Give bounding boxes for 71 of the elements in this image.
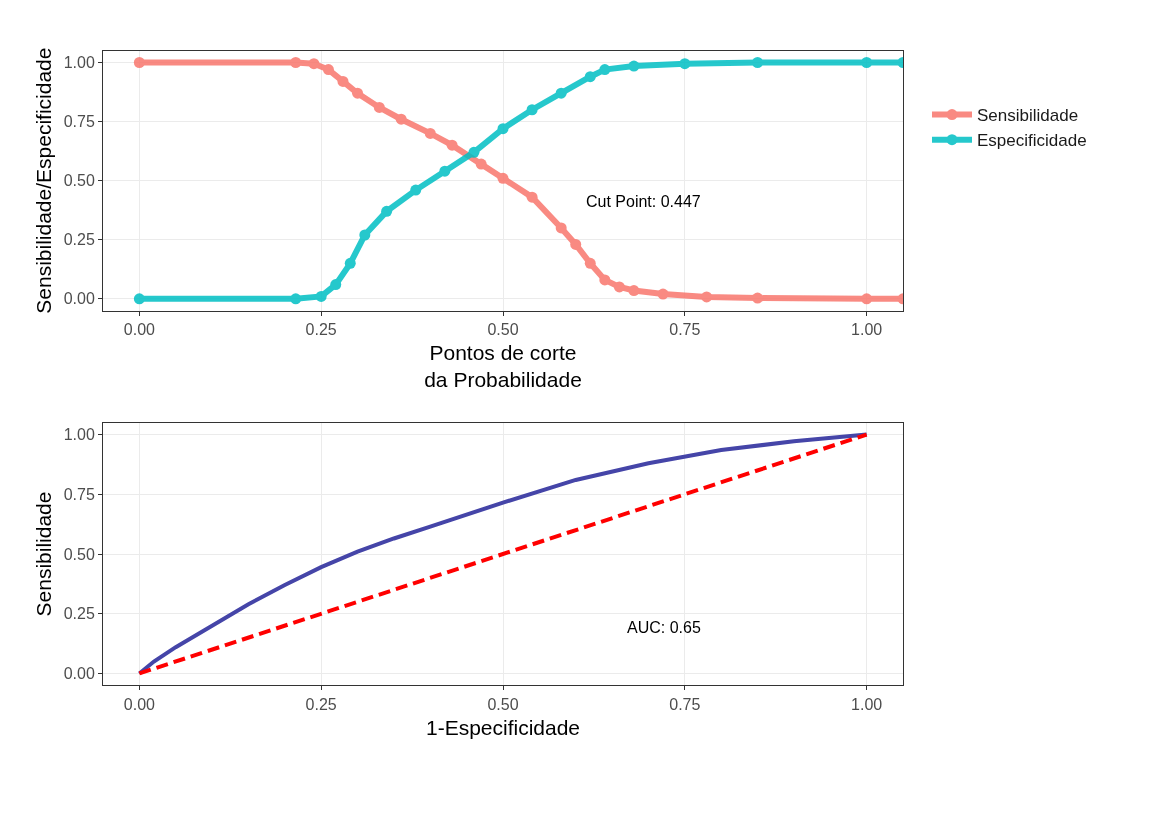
point <box>475 158 487 170</box>
point <box>352 87 364 99</box>
x-tick-label: 0.75 <box>669 320 701 338</box>
point <box>555 87 567 99</box>
point <box>599 274 611 286</box>
point <box>752 292 764 304</box>
y-tick-label: 0.25 <box>63 605 95 623</box>
x-tick-label: 0.50 <box>487 320 519 338</box>
legend-label: Sensibilidade <box>977 106 1079 126</box>
legend-label: Especificidade <box>977 131 1087 151</box>
point <box>337 75 349 87</box>
x-axis-title: Pontos de corte da Probabilidade <box>424 341 582 392</box>
point <box>555 222 567 234</box>
y-axis-title: Sensibilidade/Especificidade <box>31 47 55 314</box>
point <box>439 165 451 177</box>
point <box>373 101 385 113</box>
point <box>657 288 669 300</box>
y-tick-label: 0.75 <box>63 113 95 131</box>
y-tick-label: 0.50 <box>63 545 95 563</box>
y-tick-label: 1.00 <box>63 426 95 444</box>
point <box>446 139 458 151</box>
point <box>613 281 625 293</box>
point <box>133 57 145 68</box>
y-tick-label: 0.25 <box>63 231 95 249</box>
point <box>468 146 480 158</box>
point <box>752 57 764 68</box>
y-tick-label: 1.00 <box>63 54 95 72</box>
x-axis-title: 1-Especificidade <box>425 715 581 739</box>
annotation: Cut Point: 0.447 <box>586 193 701 210</box>
point <box>628 60 640 72</box>
y-tick-label: 0.75 <box>63 485 95 503</box>
line-series <box>137 432 869 676</box>
point <box>290 293 302 305</box>
point <box>359 229 371 241</box>
y-tick-label: 0.50 <box>63 172 95 190</box>
point <box>322 64 334 76</box>
point <box>308 58 320 70</box>
point <box>133 293 145 305</box>
point <box>315 290 327 302</box>
point <box>290 57 302 68</box>
x-tick-label: 0.25 <box>305 695 337 713</box>
point <box>381 205 393 217</box>
point <box>628 285 640 297</box>
point <box>395 113 407 125</box>
point <box>410 184 422 196</box>
point <box>526 191 538 203</box>
point <box>570 238 582 250</box>
point <box>497 172 509 184</box>
point <box>861 57 873 68</box>
point <box>344 257 356 269</box>
y-tick-label: 0.00 <box>63 290 95 308</box>
point <box>599 64 611 76</box>
y-tick-label: 0.00 <box>63 665 95 683</box>
x-tick-label: 1.00 <box>851 320 883 338</box>
point <box>679 58 691 70</box>
point <box>330 279 342 291</box>
point <box>584 257 596 269</box>
x-tick-label: 0.00 <box>123 320 156 338</box>
x-tick-label: 0.50 <box>487 695 519 713</box>
annotation: AUC: 0.65 <box>627 619 701 636</box>
point <box>861 293 873 305</box>
point <box>701 291 713 303</box>
point <box>497 123 509 135</box>
point <box>526 104 538 116</box>
y-axis-title: Sensibilidade <box>31 491 55 617</box>
x-tick-label: 0.75 <box>669 695 701 713</box>
x-tick-label: 0.00 <box>123 695 156 713</box>
point <box>424 127 436 139</box>
x-tick-label: 0.25 <box>305 320 337 338</box>
x-tick-label: 1.00 <box>851 695 883 713</box>
point <box>584 71 596 83</box>
